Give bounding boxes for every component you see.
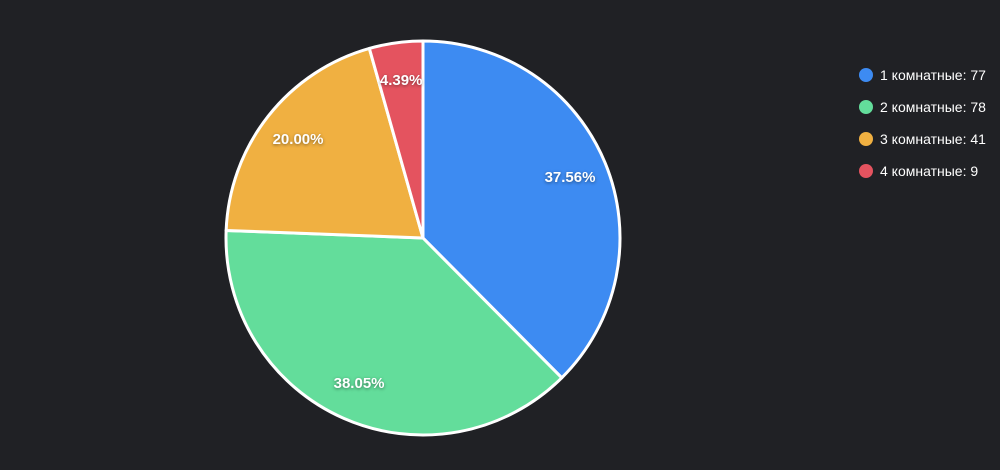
legend-item-label: 1 комнатные: 77 — [880, 67, 986, 83]
pie-slice-3[interactable] — [224, 46, 425, 240]
legend-dot-icon — [859, 68, 873, 82]
legend-item-label: 4 комнатные: 9 — [880, 163, 979, 179]
legend-item-1-komnatnye[interactable]: 1 комнатные: 77 — [859, 63, 986, 87]
legend-dot-icon — [859, 100, 873, 114]
pie-slice-4[interactable] — [367, 39, 425, 240]
legend-item-3-komnatnye[interactable]: 3 комнатные: 41 — [859, 127, 986, 151]
pie-slice-1[interactable] — [421, 39, 622, 380]
legend-item-4-komnatnye[interactable]: 4 комнатные: 9 — [859, 159, 986, 183]
legend-item-2-komnatnye[interactable]: 2 комнатные: 78 — [859, 95, 986, 119]
legend-dot-icon — [859, 132, 873, 146]
legend-dot-icon — [859, 164, 873, 178]
legend-item-label: 2 комнатные: 78 — [880, 99, 986, 115]
legend-item-label: 3 комнатные: 41 — [880, 131, 986, 147]
chart-legend: 1 комнатные: 77 2 комнатные: 78 3 комнат… — [859, 63, 986, 191]
pie-slice-2[interactable] — [224, 228, 564, 437]
